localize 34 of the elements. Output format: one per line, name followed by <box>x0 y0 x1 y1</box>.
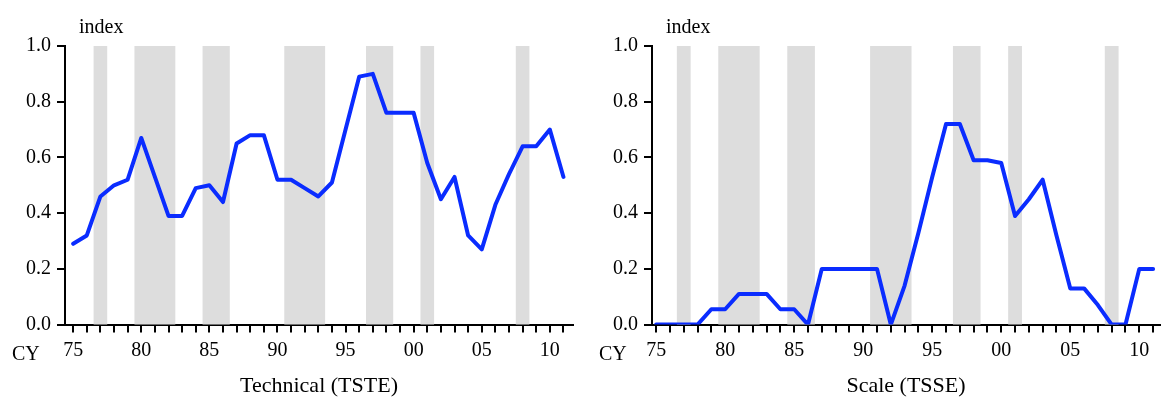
text: CY <box>599 341 627 364</box>
x-tick-label: 85 <box>784 337 805 360</box>
x-tick-label: 95 <box>335 337 356 360</box>
x-tick-label: 75 <box>63 337 84 360</box>
x-tick-label: 00 <box>991 337 1012 360</box>
y-tick-label: 1.0 <box>613 33 638 56</box>
y-tick-label: 0.0 <box>26 311 51 334</box>
y-tick-label: 0.8 <box>613 88 638 111</box>
y-axis-title: index <box>666 15 711 38</box>
x-tick-label: 05 <box>1060 337 1081 360</box>
x-tick-label: 80 <box>715 337 736 360</box>
y-tick-label: 0.2 <box>613 256 638 279</box>
y-tick-label: 0.8 <box>26 88 51 111</box>
y-tick-label: 0.6 <box>26 144 51 167</box>
x-tick-label: 80 <box>131 337 152 360</box>
y-tick-label: 0.4 <box>26 200 51 223</box>
x-axis-title: Scale (TSSE) <box>846 371 966 397</box>
text: CY <box>12 341 40 364</box>
y-tick-label: 0.4 <box>613 200 638 223</box>
x-tick-label: 85 <box>199 337 220 360</box>
x-tick-label: 00 <box>403 337 424 360</box>
y-tick-label: 0.2 <box>26 256 51 279</box>
x-tick-label: 10 <box>1129 337 1150 360</box>
x-tick-label: 05 <box>471 337 492 360</box>
y-tick-label: 0.6 <box>613 144 638 167</box>
x-tick-label: 75 <box>646 337 667 360</box>
x-tick-label: 10 <box>539 337 560 360</box>
y-axis-title: index <box>79 15 124 38</box>
x-tick-label: 95 <box>922 337 943 360</box>
x-tick-label: 90 <box>267 337 288 360</box>
y-tick-label: 1.0 <box>26 33 51 56</box>
x-tick-label: 90 <box>853 337 874 360</box>
y-tick-label: 0.0 <box>613 311 638 334</box>
x-axis-title: Technical (TSTE) <box>240 371 398 397</box>
